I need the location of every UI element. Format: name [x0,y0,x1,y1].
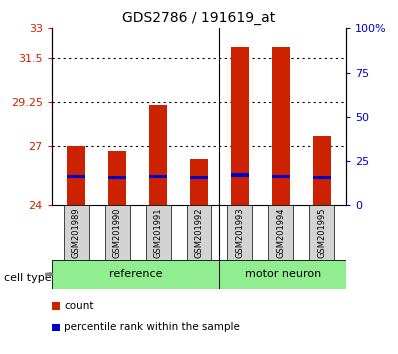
Bar [271,175,290,178]
Bar [190,176,208,179]
Bar [146,205,171,260]
Bar [271,47,290,205]
Bar [149,105,167,205]
Bar [312,176,331,179]
Text: cell type: cell type [4,273,52,283]
Bar [190,159,208,205]
Text: GSM201991: GSM201991 [154,207,163,258]
Bar [67,146,86,205]
Bar [105,205,130,260]
Bar [64,205,89,260]
Bar [52,260,219,289]
Title: GDS2786 / 191619_at: GDS2786 / 191619_at [122,11,276,24]
Text: GSM201990: GSM201990 [113,207,122,258]
Bar [108,176,127,179]
Text: GSM201989: GSM201989 [72,207,81,258]
Bar [231,47,249,205]
Bar [312,137,331,205]
Bar [108,151,127,205]
Text: GSM201995: GSM201995 [317,207,326,258]
Bar [219,260,346,289]
Text: percentile rank within the sample: percentile rank within the sample [64,322,240,332]
Bar [67,175,86,178]
Text: GSM201994: GSM201994 [276,207,285,258]
Text: GSM201993: GSM201993 [235,207,244,258]
Text: motor neuron: motor neuron [245,269,321,279]
Bar [309,205,334,260]
Text: count: count [64,301,94,311]
Text: reference: reference [109,269,162,279]
Bar [231,173,249,177]
Text: GSM201992: GSM201992 [195,207,203,258]
Bar [268,205,293,260]
Bar [227,205,252,260]
Bar [149,175,167,178]
Bar [187,205,211,260]
